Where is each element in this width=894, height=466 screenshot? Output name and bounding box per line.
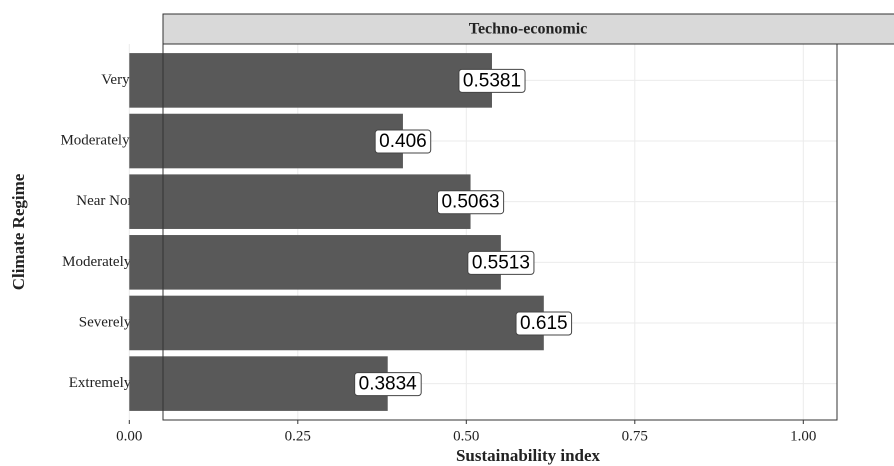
value-label: 0.5063 (441, 192, 499, 213)
strip (162, 13, 894, 45)
x-tick-label: 1.00 (790, 428, 816, 444)
bar (129, 113, 403, 169)
value-label-box (458, 68, 526, 93)
bar (129, 53, 492, 108)
bar (129, 295, 544, 351)
x-tick-label: 0.50 (453, 428, 479, 444)
bar (129, 235, 501, 290)
value-label: 0.5381 (463, 70, 521, 91)
value-label-box (354, 372, 422, 397)
x-tick-label: 0.00 (116, 428, 142, 444)
value-label-box (515, 311, 573, 336)
value-label-box (374, 129, 432, 154)
value-label: 0.615 (520, 313, 568, 334)
y-axis-title: Climate Regime (9, 173, 28, 290)
value-label-box (436, 190, 505, 215)
strip-title: Techno-economic (469, 21, 588, 38)
x-axis-title: Sustainability index (456, 446, 601, 465)
bar (129, 356, 388, 411)
value-label: 0.3834 (359, 374, 418, 395)
value-label: 0.406 (379, 131, 427, 152)
bar (129, 174, 471, 229)
value-label-box (467, 250, 535, 275)
panel-border (162, 43, 838, 421)
value-label: 0.5513 (472, 252, 530, 273)
x-tick-label: 0.25 (285, 428, 311, 444)
x-tick-label: 0.75 (622, 428, 648, 444)
